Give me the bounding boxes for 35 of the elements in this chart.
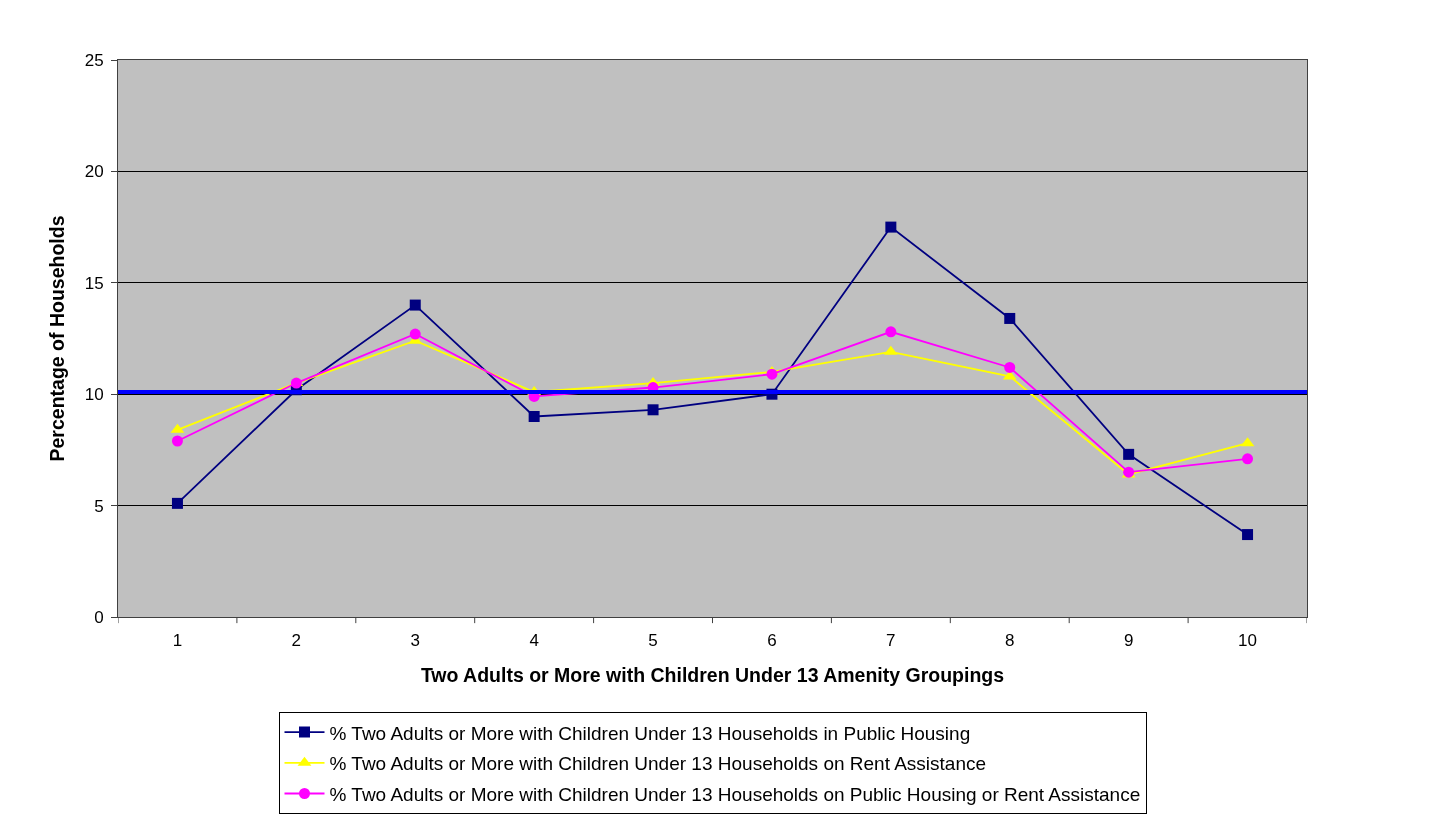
point: [1004, 361, 1016, 373]
point: [1242, 529, 1254, 541]
point: [171, 435, 183, 447]
point: [766, 368, 778, 380]
y-tick-label: 5: [94, 496, 104, 516]
y-tick-label: 10: [84, 385, 104, 405]
x-tick-label: 5: [648, 631, 658, 651]
y-tick-label: 0: [94, 607, 104, 627]
legend-label: % Two Adults or More with Children Under 13 Households on Rent Assistance: [329, 753, 987, 775]
point: [1004, 312, 1016, 324]
point: [409, 328, 421, 340]
x-tick-label: 1: [172, 631, 183, 651]
point: [409, 299, 421, 311]
y-tick-label: 25: [84, 50, 104, 70]
x-tick-label: 8: [1005, 631, 1015, 651]
x-tick-label: 4: [529, 631, 539, 651]
x-axis-title: Two Adults or More with Children Under 13 Amenity Groupings: [420, 663, 1005, 686]
legend-label: % Two Adults or More with Children Under 13 Households on Public Housing or Rent Assistance: [329, 783, 1141, 805]
point: [885, 326, 897, 338]
y-axis-title: Percentage of Households: [46, 215, 69, 462]
point: [1123, 448, 1135, 460]
y-tick-label: 20: [84, 162, 104, 182]
y-tick-label: 15: [84, 273, 104, 293]
x-tick-label: 3: [410, 631, 420, 651]
x-tick-label: 2: [291, 631, 302, 651]
x-tick-label: 7: [886, 631, 896, 651]
x-tick-label: 9: [1123, 631, 1134, 651]
x-tick-label: 6: [767, 631, 777, 651]
point: [885, 221, 897, 233]
point: [1242, 453, 1254, 465]
point: [528, 410, 540, 422]
legend-label: % Two Adults or More with Children Under 13 Households in Public Housing: [329, 722, 971, 744]
point: [171, 497, 183, 509]
point: [647, 404, 659, 416]
x-tick-label: 10: [1238, 631, 1258, 651]
